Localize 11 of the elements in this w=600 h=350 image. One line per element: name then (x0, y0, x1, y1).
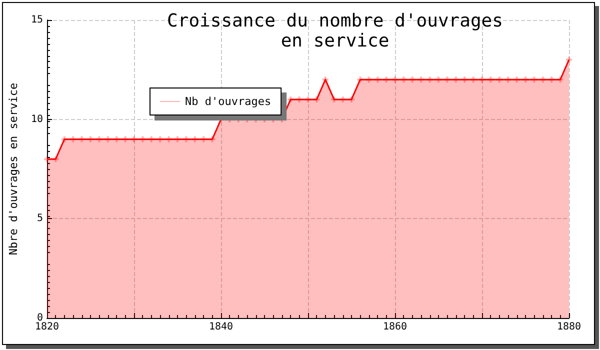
x-tick-label: 1820 (34, 322, 60, 332)
y-tick-label: 0 (36, 312, 43, 324)
x-tick-label: 1840 (208, 322, 234, 332)
legend-label: Nb d'ouvrages (185, 95, 272, 108)
x-tick-label: 1880 (556, 322, 582, 332)
y-tick-label: 15 (30, 14, 43, 26)
y-tick-label: 5 (36, 213, 43, 224)
y-tick-label: 10 (30, 114, 43, 125)
y-axis-title: Nbre d'ouvrages en service (7, 82, 20, 256)
chart-title: Croissance du nombre d'ouvrages en service (167, 10, 503, 52)
x-tick-label: 1860 (382, 322, 408, 332)
